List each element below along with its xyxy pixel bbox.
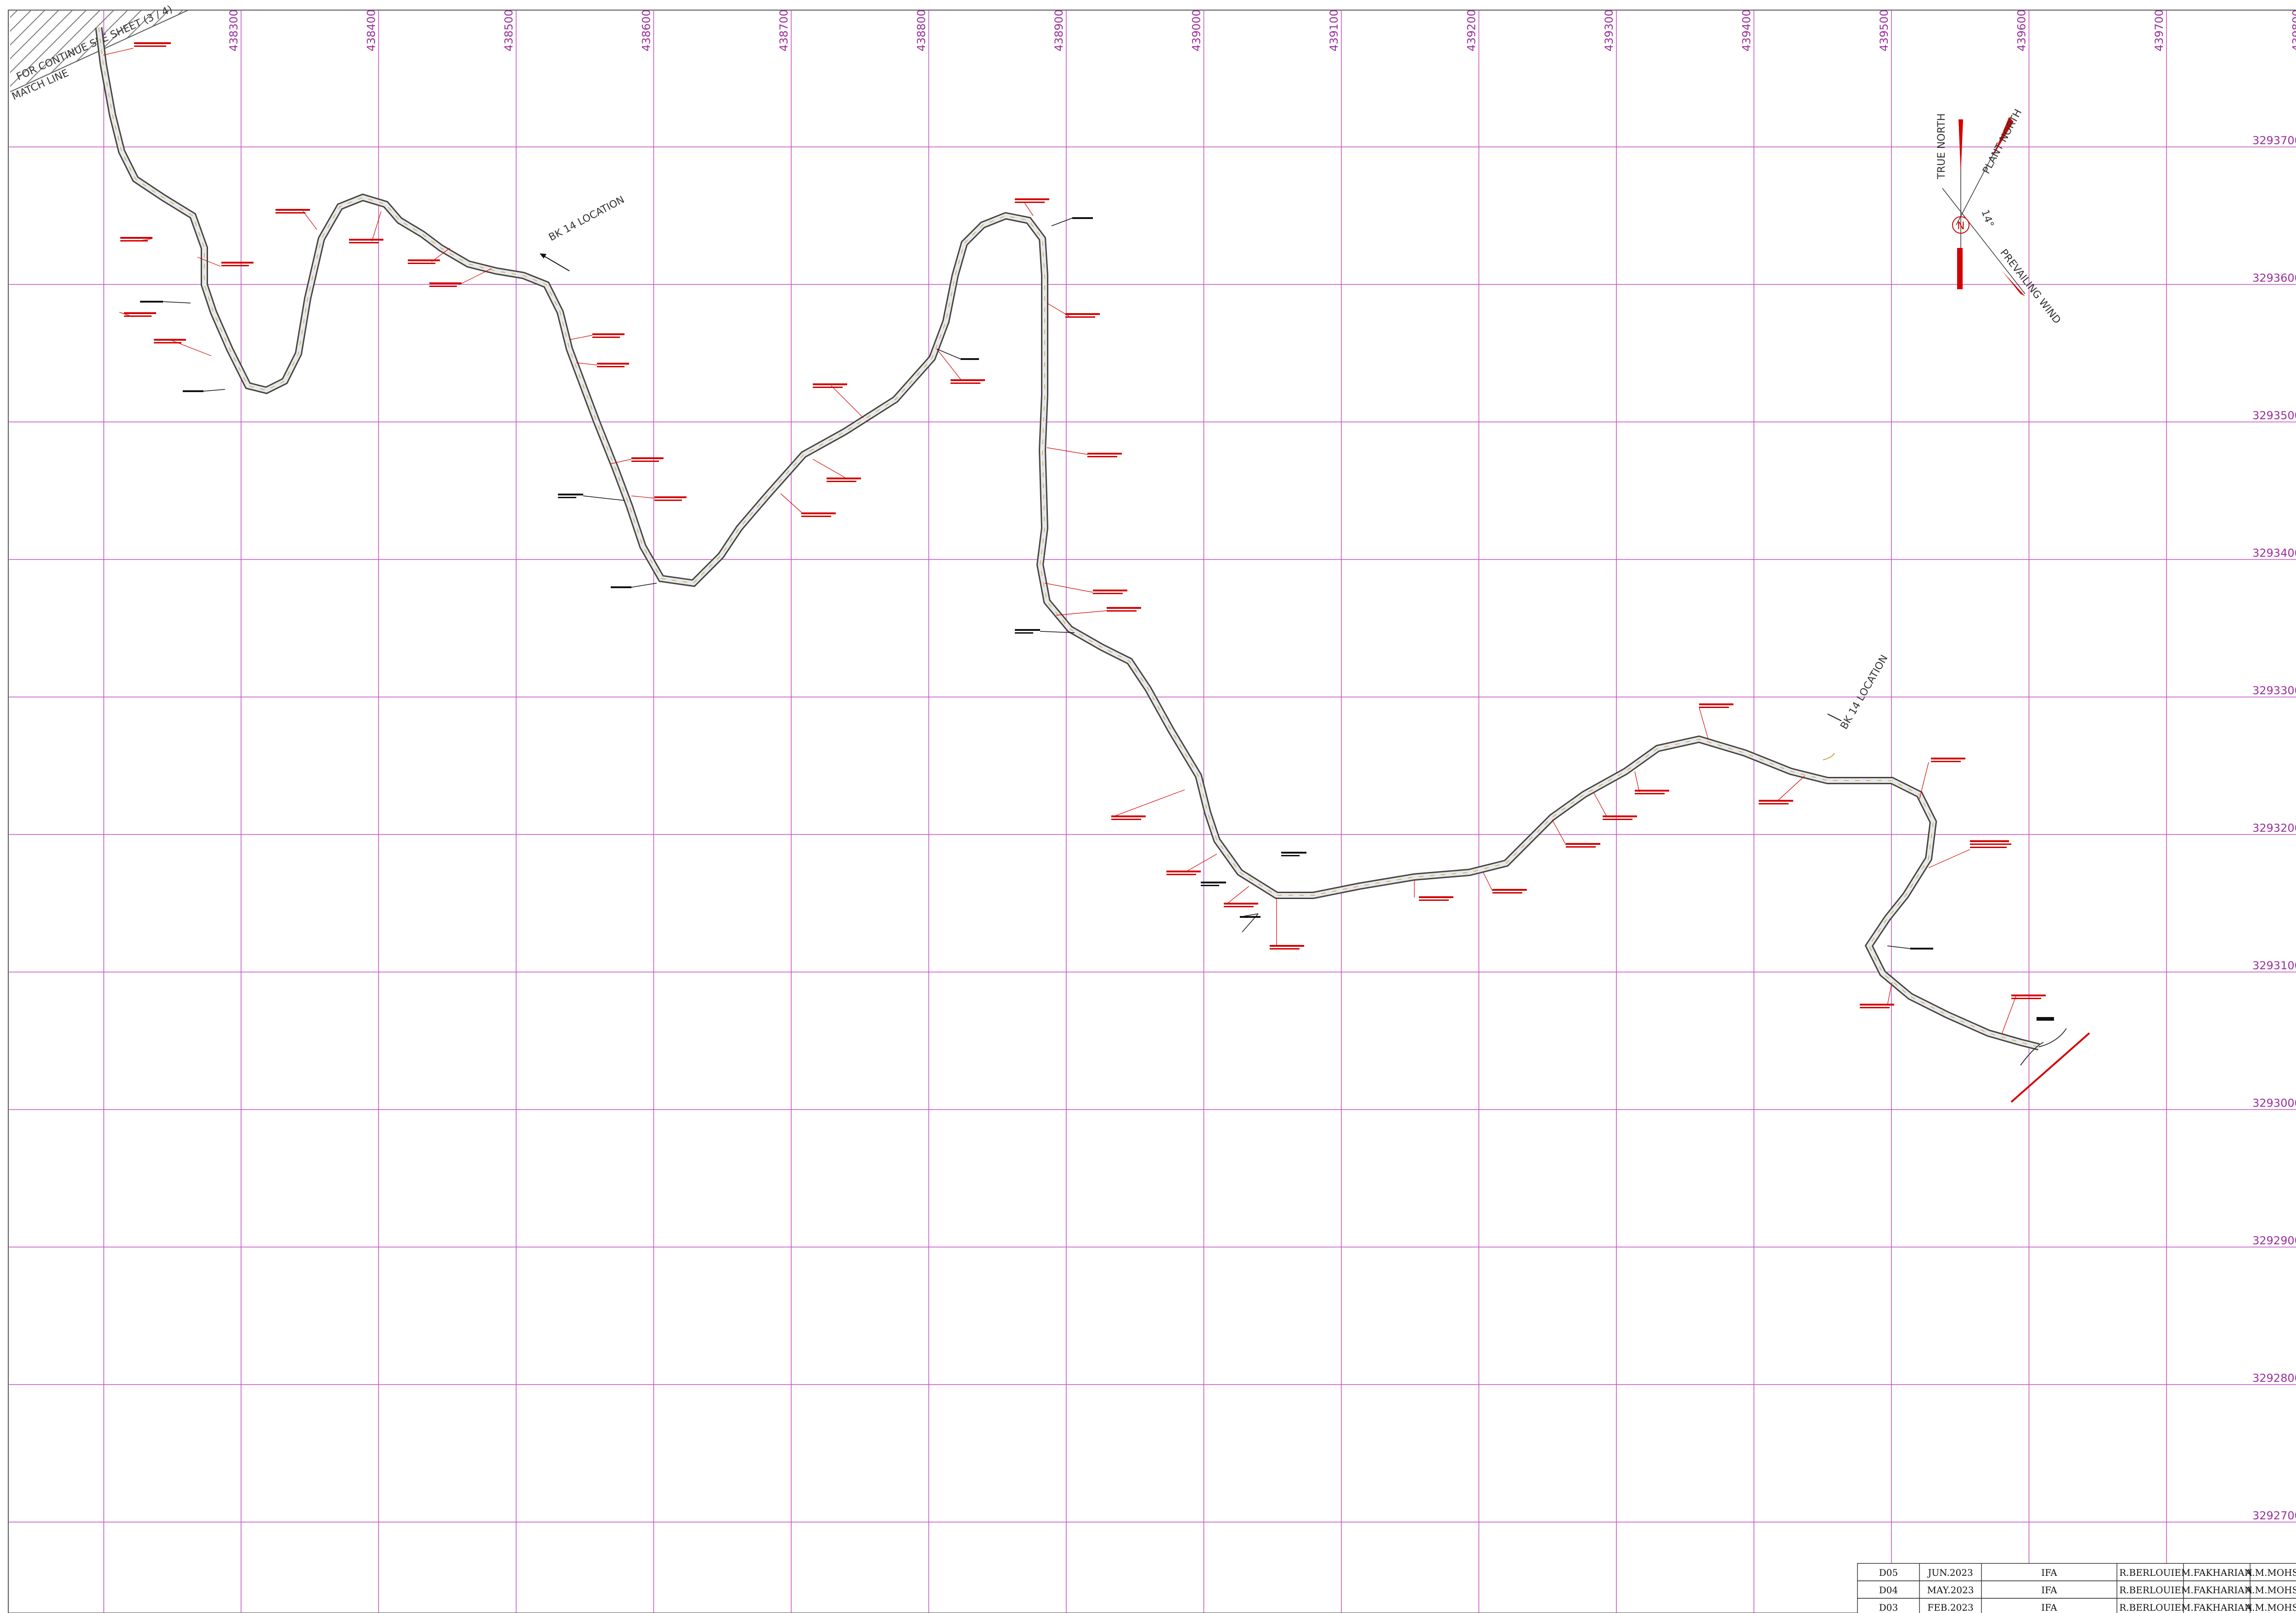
easting-label: 438700 [777, 9, 790, 51]
easting-label: 438900 [1052, 9, 1065, 51]
northing-label: 3293600 [2252, 272, 2296, 285]
northing-label: 3293000 [2252, 1097, 2296, 1110]
revision-cell: R.BERLOUIE [2119, 1602, 2181, 1613]
northing-labels: 3293700 3293600 3293500 3293400 3293300 32932… [2252, 134, 2296, 1522]
easting-grid-lines [103, 10, 2167, 1613]
svg-text:BK 14 LOCATION: BK 14 LOCATION [547, 194, 626, 243]
easting-label: 438500 [502, 9, 515, 51]
northing-label: 3293100 [2252, 959, 2296, 972]
easting-label: 439200 [1465, 9, 1478, 51]
callout-leaders [103, 48, 2016, 1034]
bk14-location-2: BK 14 LOCATION [1823, 653, 1891, 760]
easting-label: 439600 [2015, 9, 2028, 51]
revision-cell: R.BERLOUIE [2119, 1567, 2181, 1578]
revision-cell: D05 [1879, 1567, 1898, 1578]
easting-label: 438600 [640, 9, 653, 51]
revision-cell: R.BERLOUIE [2119, 1585, 2181, 1596]
prevailing-wind-label: PREVAILING WIND [1998, 247, 2063, 326]
north-arrow: N TRUE NORTH PLANT NORTH PREVAILING WIND… [1936, 107, 2063, 326]
revision-cell: IFA [2041, 1567, 2057, 1578]
revision-cell: D04 [1879, 1585, 1898, 1596]
sheet-border [8, 10, 2296, 1613]
easting-label: 439800 [2290, 9, 2296, 51]
black-notes [140, 217, 2054, 1021]
revision-cell: M.FAKHARIAN [2181, 1602, 2252, 1613]
easting-label: 438800 [915, 9, 928, 51]
svg-text:BK 14 LOCATION: BK 14 LOCATION [1839, 653, 1891, 731]
easting-label: 439300 [1603, 9, 1615, 51]
north-symbol: N [1957, 220, 1964, 232]
plant-north-label: PLANT NORTH [1981, 107, 2024, 176]
pipeline-route [95, 27, 2040, 1051]
easting-labels: 438300 438400 438500 438600 438700 438800 4389… [227, 9, 2296, 51]
easting-label: 439400 [1740, 9, 1753, 51]
true-north-label: TRUE NORTH [1936, 113, 1947, 180]
revision-cell: IFA [2041, 1585, 2057, 1596]
bk14-location-1: BK 14 LOCATION [540, 194, 626, 271]
easting-label: 438300 [227, 9, 240, 51]
northing-label: 3293300 [2252, 684, 2296, 697]
revision-cell: FEB.2023 [1927, 1602, 1973, 1613]
revision-cell: JUN.2023 [1927, 1567, 1973, 1578]
easting-label: 439700 [2153, 9, 2166, 51]
revision-cell: MAY.2023 [1927, 1585, 1974, 1596]
revision-cell: A.M.MOHSENI [2245, 1585, 2296, 1596]
revision-cell: A.M.MOHSENI [2245, 1567, 2296, 1578]
northing-label: 3292900 [2252, 1234, 2296, 1247]
revision-cell: M.FAKHARIAN [2181, 1585, 2252, 1596]
revision-cell: M.FAKHARIAN [2181, 1567, 2252, 1578]
northing-label: 3293400 [2252, 547, 2296, 560]
easting-label: 439100 [1328, 9, 1340, 51]
northing-label: 3292700 [2252, 1509, 2296, 1522]
revision-cell: A.M.MOHSENI [2245, 1602, 2296, 1613]
easting-label: 438400 [365, 9, 378, 51]
northing-label: 3292800 [2252, 1372, 2296, 1385]
easting-label: 439500 [1878, 9, 1891, 51]
easting-label: 439000 [1190, 9, 1203, 51]
northing-label: 3293200 [2252, 822, 2296, 835]
revision-cell: IFA [2041, 1602, 2057, 1613]
end-marker [2010, 1028, 2090, 1103]
northing-grid-lines [8, 146, 2296, 1523]
revision-cell: D03 [1879, 1602, 1898, 1613]
northing-label: 3293500 [2252, 409, 2296, 422]
revision-table: D05 JUN.2023 IFA R.BERLOUIE M.FAKHARIANA.M.M… [1857, 1563, 2296, 1613]
callout-blocks [120, 42, 2046, 1008]
northing-label: 3293700 [2252, 134, 2296, 147]
angle-label: 14° [1979, 208, 1996, 229]
